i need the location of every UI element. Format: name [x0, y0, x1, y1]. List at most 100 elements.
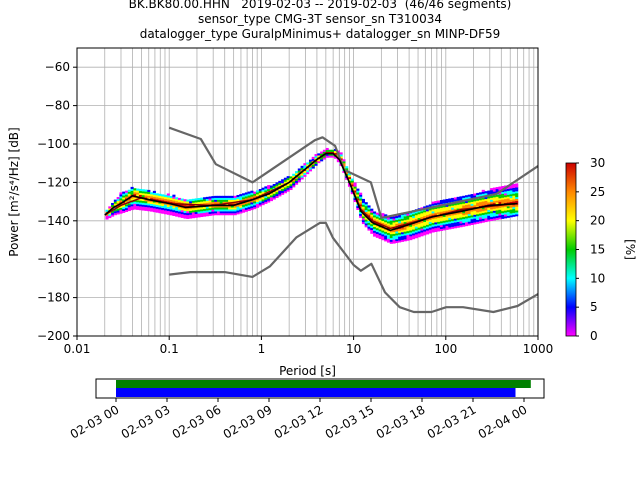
psd-cell: [484, 219, 488, 223]
psd-cell: [512, 212, 516, 215]
psd-cell: [242, 199, 246, 202]
psd-cell: [428, 212, 432, 215]
psd-cell: [361, 214, 365, 217]
psd-cell: [244, 202, 248, 205]
psd-cell: [367, 220, 371, 223]
psd-cell: [166, 208, 170, 211]
psd-cell: [364, 202, 368, 205]
psd-cell: [353, 199, 357, 203]
psd-cell: [428, 231, 432, 234]
psd-cell: [412, 229, 416, 232]
psd-cell: [364, 217, 368, 220]
psd-cell: [359, 202, 363, 205]
psd-cell: [389, 241, 393, 244]
psd-cell: [473, 205, 477, 208]
psd-cell: [462, 197, 466, 200]
psd-cell: [155, 197, 159, 200]
psd-cell: [230, 213, 234, 216]
psd-cell: [412, 233, 416, 236]
psd-cell: [172, 196, 176, 199]
psd-cell: [437, 217, 441, 220]
psd-cell: [465, 220, 469, 223]
psd-cell: [300, 173, 304, 176]
psd-cell: [295, 180, 299, 183]
psd-cell: [465, 200, 469, 204]
psd-cell: [484, 200, 488, 203]
psd-cell: [275, 182, 279, 185]
psd-cell: [392, 229, 396, 233]
psd-cell: [389, 218, 393, 221]
psd-cell: [155, 210, 159, 213]
psd-cell: [412, 227, 416, 230]
psd-cell: [381, 220, 385, 223]
psd-cell: [292, 183, 296, 186]
psd-cell: [242, 193, 246, 196]
psd-cell: [412, 219, 416, 222]
psd-cell: [119, 196, 123, 199]
psd-cell: [481, 207, 485, 210]
psd-cell: [189, 212, 193, 215]
psd-cell: [180, 215, 184, 218]
psd-cell: [434, 206, 438, 209]
psd-cell: [214, 209, 218, 212]
psd-cell: [200, 214, 204, 218]
psd-cell: [386, 217, 391, 220]
psd-cell: [437, 221, 441, 224]
psd-cell: [292, 173, 296, 176]
psd-cell: [478, 215, 483, 218]
psd-cell: [403, 239, 407, 242]
psd-cell: [133, 201, 137, 204]
psd-cell: [437, 227, 441, 230]
psd-cell: [320, 157, 324, 160]
psd-cell: [400, 233, 404, 237]
psd-cell: [506, 186, 510, 190]
psd-cell: [501, 193, 505, 196]
psd-cell: [269, 195, 274, 198]
psd-cell: [289, 185, 293, 189]
psd-cell: [364, 204, 368, 207]
psd-cell: [439, 200, 444, 203]
psd-cell: [150, 209, 154, 212]
psd-cell: [389, 220, 393, 223]
psd-cell: [230, 209, 234, 212]
psd-cell: [222, 199, 226, 202]
psd-cell: [406, 227, 410, 230]
psd-cell: [186, 216, 190, 219]
psd-cell: [216, 195, 221, 198]
psd-cell: [501, 191, 505, 194]
psd-cell: [108, 214, 112, 217]
psd-cell: [498, 211, 502, 214]
psd-cell: [484, 202, 488, 205]
psd-cell: [439, 205, 444, 208]
title-line-1: BK.BK80.00.HHN 2019-02-03 -- 2019-02-03 …: [128, 0, 512, 11]
psd-cell: [442, 222, 446, 225]
y-axis-label: Power [m²/s⁴/Hz] [dB]: [7, 127, 21, 256]
psd-cell: [336, 160, 340, 163]
psd-cell: [373, 213, 377, 216]
psd-cell: [492, 197, 496, 200]
psd-cell: [272, 191, 276, 194]
psd-cell: [412, 225, 416, 228]
psd-cell: [244, 207, 248, 210]
psd-cell: [384, 235, 388, 238]
psd-cell: [111, 212, 115, 215]
psd-cell: [286, 185, 290, 188]
psd-cell: [152, 192, 156, 195]
psd-cell: [437, 210, 441, 213]
psd-cell: [197, 211, 201, 214]
psd-cell: [453, 197, 457, 200]
psd-cell: [127, 191, 131, 194]
psd-cell: [439, 201, 444, 205]
psd-cell: [373, 217, 377, 220]
psd-cell: [278, 192, 282, 195]
psd-cell: [113, 199, 117, 202]
psd-cell: [481, 216, 485, 219]
psd-cell: [476, 221, 480, 224]
psd-cell: [398, 238, 402, 241]
psd-cell: [515, 204, 519, 207]
psd-cell: [264, 188, 268, 191]
psd-cell: [392, 218, 396, 221]
psd-cell: [428, 217, 432, 221]
psd-cell: [250, 206, 254, 209]
psd-cell: [406, 234, 410, 237]
